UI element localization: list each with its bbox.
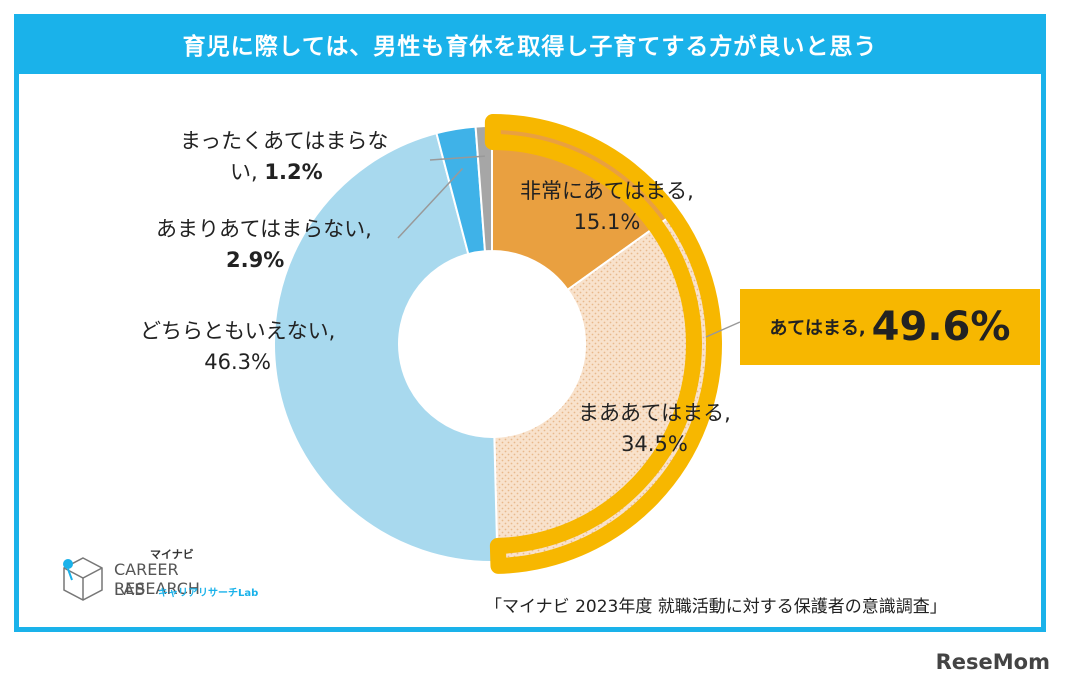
label-somewhat: まああてはまる, 34.5% xyxy=(578,398,731,460)
cube-logo-icon xyxy=(63,557,103,601)
label-very-name: 非常にあてはまる, xyxy=(520,179,694,203)
leader-callout xyxy=(705,321,741,338)
slice-never xyxy=(474,124,493,253)
label-neutral: どちらともいえない, 46.3% xyxy=(140,316,335,378)
label-never-value: 1.2% xyxy=(264,160,323,184)
label-rarely-value: 2.9% xyxy=(226,248,285,272)
callout-label: あてはまる, xyxy=(769,318,866,339)
logo-line1: CAREER RESEARCH xyxy=(114,560,200,598)
highlight-agree-outline xyxy=(484,114,722,574)
logo-sub: キャリアリサーチLab xyxy=(158,588,259,599)
leader-never xyxy=(429,155,485,161)
source-note: 「マイナビ 2023年度 就職活動に対する保護者の意識調査」 xyxy=(485,597,947,617)
logo-small-text: マイナビ xyxy=(150,548,194,561)
slice-neutral xyxy=(273,131,499,563)
logo: マイナビ CAREER RESEARCH LAB キャリアリサーチLab xyxy=(58,546,268,606)
label-somewhat-value: 34.5% xyxy=(621,432,688,456)
agree-total-callout: あてはまる, 49.6% xyxy=(740,289,1040,365)
label-very: 非常にあてはまる, 15.1% xyxy=(520,176,694,238)
watermark: ReseMom xyxy=(935,650,1050,674)
leader-rarely xyxy=(397,167,464,239)
callout-value: 49.6% xyxy=(871,304,1011,350)
label-very-value: 15.1% xyxy=(573,210,641,234)
label-never: まったくあてはまらな い, 1.2% xyxy=(180,126,388,188)
label-never-name-cont: い, xyxy=(230,160,258,184)
label-neutral-name: どちらともいえない, xyxy=(140,319,336,343)
chart-title: 育児に際しては、男性も育休を取得し子育てする方が良いと思う xyxy=(14,14,1046,74)
logo-line2: LAB xyxy=(114,580,146,599)
label-rarely-name: あまりあてはまらない, xyxy=(156,217,372,241)
label-never-name: まったくあてはまらな xyxy=(180,129,389,153)
label-somewhat-name: まああてはまる, xyxy=(578,401,731,425)
label-rarely: あまりあてはまらない, 2.9% xyxy=(156,214,372,276)
label-neutral-value: 46.3% xyxy=(204,350,271,374)
